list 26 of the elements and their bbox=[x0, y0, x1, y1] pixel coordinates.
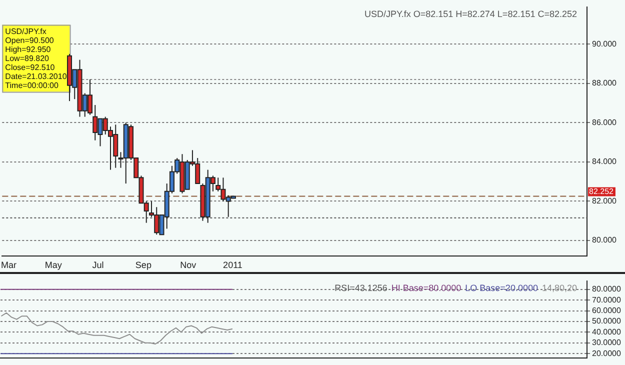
x-tick-label: May bbox=[44, 260, 62, 270]
x-tick-label: 2011 bbox=[223, 260, 242, 270]
chart-title: USD/JPY.fx O=82.151 H=82.274 L=82.151 C=82.252 bbox=[364, 8, 578, 19]
ref-line-label: HI Base=80.0000 bbox=[391, 282, 462, 293]
y-tick-label: 60.0000 bbox=[592, 306, 622, 315]
y-tick-label: 20.0000 bbox=[592, 348, 622, 358]
y-tick-label: 50.0000 bbox=[592, 316, 622, 326]
annotation: USD/JPY.fx Open=90.500 High=92.950 Low=89.820 Close=92.510 Date=21.03.2010 Time=00:00:00 bbox=[5, 27, 68, 90]
y-tick-label: 82.000 bbox=[592, 196, 618, 206]
chart-title: RSI=43.1256 bbox=[334, 282, 388, 293]
y-tick-label: 80.000 bbox=[592, 236, 618, 245]
ref-line-label: LO Base=20.0000 bbox=[465, 282, 538, 293]
x-tick-label: Jul bbox=[92, 260, 104, 270]
x-tick-label: Mar bbox=[1, 260, 16, 270]
y-tick-label: 88.000 bbox=[592, 78, 618, 88]
y-tick-label: 30.0000 bbox=[592, 338, 622, 348]
annotation: 14,80,20 bbox=[542, 282, 578, 293]
y-tick-label: 70.0000 bbox=[592, 295, 622, 304]
ref-line-label: 82.252 bbox=[589, 186, 614, 196]
y-tick-label: 86.000 bbox=[592, 118, 618, 127]
y-tick-label: 90.000 bbox=[592, 39, 618, 48]
x-tick-label: Nov bbox=[180, 260, 197, 270]
y-tick-label: 84.000 bbox=[592, 157, 618, 166]
x-tick-label: Sep bbox=[135, 260, 152, 270]
y-tick-label: 80.0000 bbox=[592, 284, 622, 294]
y-tick-label: 40.0000 bbox=[592, 327, 622, 336]
